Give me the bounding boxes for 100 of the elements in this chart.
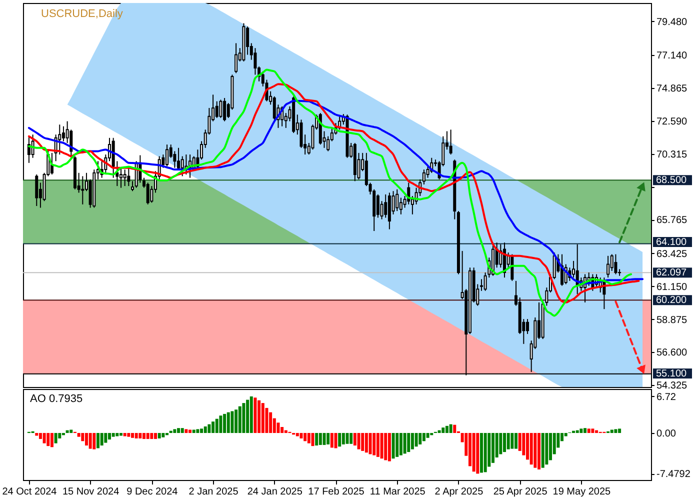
x-tick-label: 9 Dec 2024	[126, 486, 178, 498]
bar	[315, 432, 318, 446]
bar	[364, 432, 368, 453]
bar	[269, 412, 272, 433]
bar	[414, 432, 418, 447]
y-tick-label: 74.865	[656, 84, 688, 95]
bar	[150, 432, 154, 439]
y-tick-label: 63.425	[656, 248, 688, 260]
bar	[587, 428, 590, 433]
bar	[595, 430, 598, 433]
bar	[438, 430, 441, 433]
y-tick-label: 61.150	[656, 282, 688, 293]
y-tick-label: 56.600	[656, 348, 688, 359]
bar	[342, 432, 345, 444]
bar	[166, 432, 169, 436]
bar	[330, 432, 334, 448]
bar	[484, 432, 487, 472]
bar	[92, 432, 96, 450]
bar	[42, 432, 46, 444]
bar	[62, 432, 65, 436]
candlestick	[610, 254, 614, 272]
bar	[54, 432, 58, 444]
bar	[403, 432, 406, 454]
bar	[580, 428, 583, 433]
bar	[300, 432, 303, 438]
bar	[453, 424, 456, 433]
bar	[472, 432, 476, 472]
bar	[338, 432, 342, 447]
bar	[506, 432, 510, 450]
bar	[307, 432, 310, 444]
bar	[177, 428, 180, 433]
ref-line-label: 64.100	[656, 236, 688, 248]
bar	[376, 432, 380, 457]
x-tick-label: 19 May 2025	[552, 486, 612, 498]
bar	[384, 432, 388, 460]
candlestick	[127, 167, 130, 187]
candlestick	[480, 278, 483, 292]
y-tick-label: 6.72	[656, 392, 676, 403]
bar	[108, 432, 111, 440]
x-tick-label: 11 Mar 2025	[370, 486, 426, 498]
x-tick-label: 15 Nov 2024	[62, 486, 120, 498]
candlestick	[422, 169, 426, 185]
bar	[123, 432, 126, 436]
bar	[242, 403, 246, 433]
y-tick-label: 54.325	[656, 380, 688, 392]
bar	[84, 432, 88, 446]
bar	[353, 432, 356, 446]
bar	[610, 430, 614, 433]
candlestick	[131, 180, 134, 192]
bar	[499, 432, 502, 454]
bar	[538, 432, 541, 470]
y-tick-label: 58.875	[656, 314, 688, 326]
chart-title: AO 0.7935	[30, 393, 83, 405]
candlestick	[177, 147, 180, 170]
bar	[549, 432, 552, 460]
x-tick-label: 2 Jan 2025	[188, 486, 239, 498]
bar	[204, 426, 207, 433]
bar	[238, 406, 242, 433]
bar	[399, 432, 402, 456]
bar	[418, 432, 422, 444]
candlestick	[119, 167, 122, 188]
candlestick	[146, 182, 150, 205]
bar	[368, 432, 372, 454]
y-tick-label: -7.4792	[656, 469, 691, 480]
bar	[357, 432, 360, 450]
candlestick	[223, 97, 226, 122]
bar	[234, 410, 238, 433]
x-tick-label: 24 Oct 2024	[2, 486, 58, 498]
bar	[280, 426, 284, 433]
ref-line-label: 62.097	[656, 268, 688, 279]
bar	[196, 429, 200, 433]
x-tick-label: 17 Feb 2025	[308, 486, 365, 498]
bar	[96, 432, 100, 448]
bar	[188, 430, 192, 433]
bar	[426, 432, 430, 438]
candlestick	[326, 136, 330, 152]
candlestick	[396, 188, 399, 212]
bar	[70, 430, 73, 433]
bar	[311, 432, 314, 446]
candlestick	[219, 99, 222, 118]
bar	[35, 432, 38, 436]
candlestick	[384, 194, 388, 218]
bar	[158, 432, 161, 438]
bar	[100, 432, 104, 446]
bar	[346, 432, 349, 444]
ref-line-label: 68.500	[656, 175, 688, 186]
candlestick	[449, 129, 452, 156]
bar	[116, 432, 119, 436]
bar	[246, 400, 250, 433]
bar	[618, 428, 622, 433]
candlestick	[376, 194, 380, 218]
bar	[545, 432, 548, 465]
ref-line-label: 55.100	[656, 368, 688, 380]
bar	[614, 429, 618, 433]
y-tick-label: 65.765	[656, 215, 688, 226]
bar	[491, 432, 494, 463]
bar	[361, 432, 364, 451]
bar	[254, 398, 257, 433]
bar	[261, 403, 264, 433]
bar	[318, 432, 322, 445]
